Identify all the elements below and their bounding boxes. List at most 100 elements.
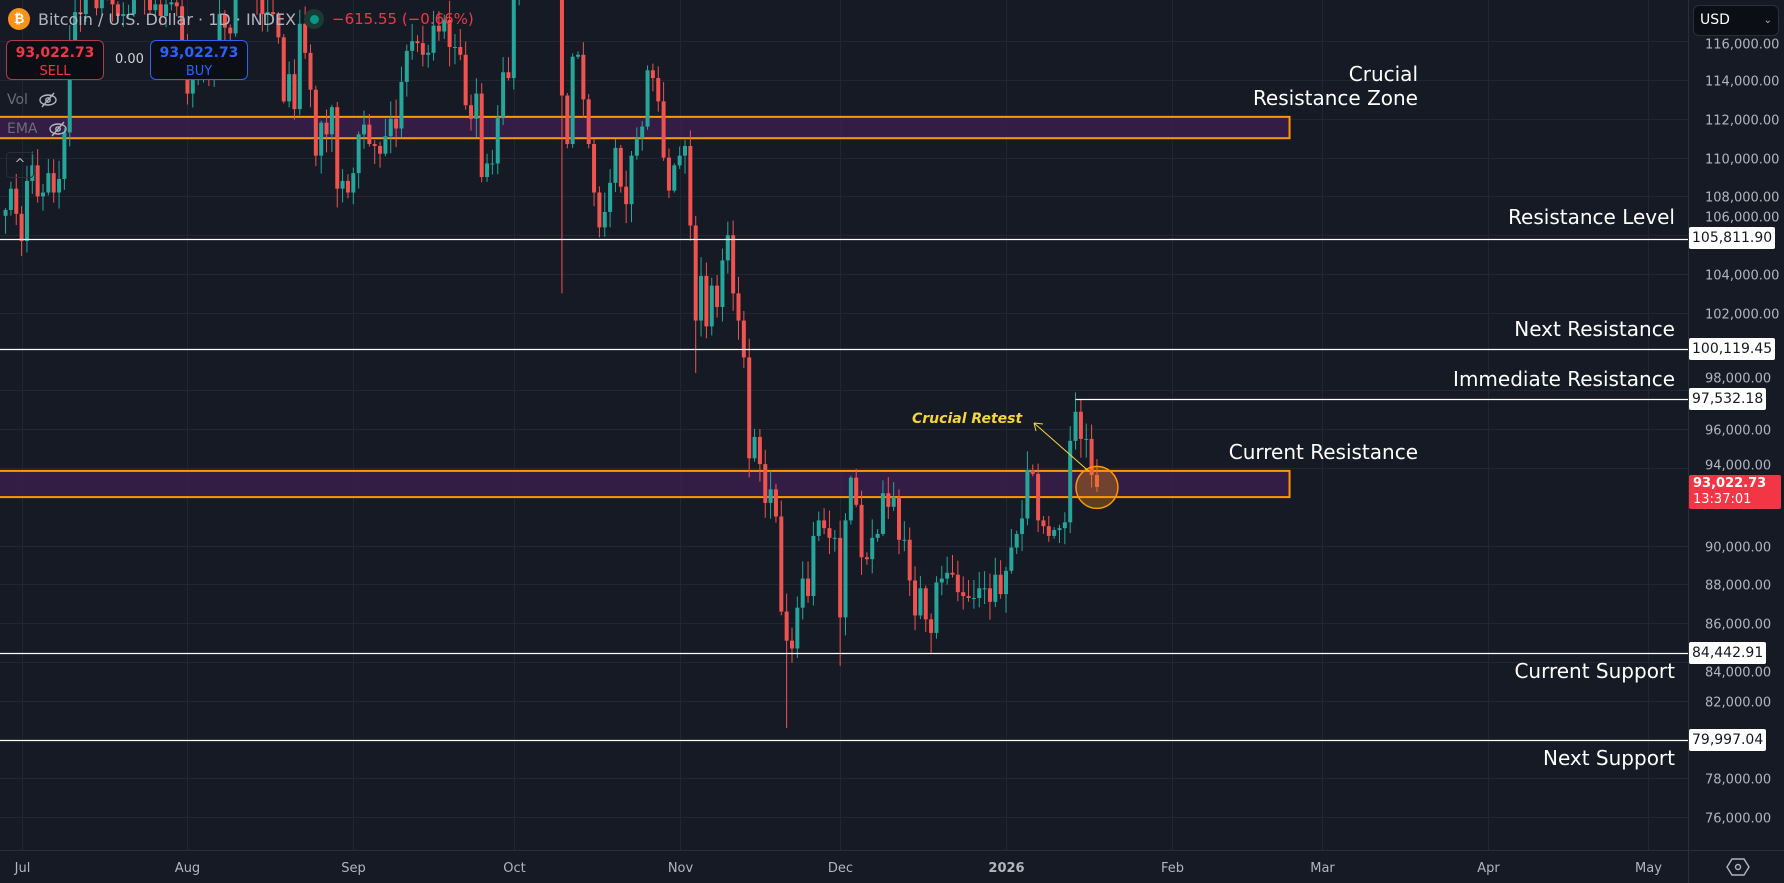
candle-body <box>158 4 163 16</box>
candle-body <box>945 572 950 579</box>
time-axis-ticks: Jul Aug Sep Oct Nov Dec 2026 Feb Mar Apr May <box>14 861 1663 876</box>
candle-body <box>378 145 383 154</box>
candle-body <box>666 157 671 191</box>
candle-body <box>731 235 736 294</box>
candle-body <box>463 54 468 106</box>
price-change: −615.55 (−0.66%) <box>332 10 474 28</box>
buy-price: 93,022.73 <box>159 45 239 61</box>
candle-body <box>816 520 821 536</box>
candle-body <box>715 285 720 307</box>
candle-body <box>683 145 687 156</box>
candle-body <box>806 578 811 597</box>
candle-body <box>324 122 329 135</box>
time-axis[interactable] <box>0 851 1688 883</box>
retest-arrow <box>1033 422 1090 472</box>
collapse-legend-button[interactable]: ^ <box>6 152 34 178</box>
candle-body <box>859 504 864 558</box>
candle-body <box>271 12 276 15</box>
candle-body <box>46 173 51 193</box>
price-label-current-support: 84,442.91 <box>1689 642 1767 664</box>
candle-body <box>51 173 56 193</box>
market-open-dot-icon <box>304 9 325 29</box>
annotation-crucial-zone: Crucial Resistance Zone <box>1253 62 1418 110</box>
candle-body <box>939 578 944 583</box>
eye-off-icon[interactable] <box>48 121 68 137</box>
price-tick-label: 104,000.00 <box>1705 269 1779 284</box>
annotation-current-resistance: Current Resistance <box>1228 440 1418 464</box>
candle-body <box>383 136 388 154</box>
candle-body <box>420 43 425 55</box>
candle-body <box>110 0 115 5</box>
candle-body <box>19 213 24 242</box>
retest-circle <box>1075 465 1119 510</box>
candle-body <box>436 25 441 32</box>
candle-body <box>169 2 174 5</box>
candle-body <box>886 493 891 507</box>
candle-body <box>1014 533 1019 548</box>
candle-body <box>190 76 195 94</box>
settings-icon[interactable] <box>1726 857 1750 877</box>
candle-body <box>217 14 222 61</box>
candle-body <box>843 520 848 618</box>
currency-dropdown[interactable]: USD ⌄ <box>1693 5 1779 36</box>
eye-off-icon[interactable] <box>38 92 58 108</box>
candle-body <box>164 4 169 16</box>
candle-body <box>367 124 372 145</box>
candle-body <box>559 0 564 96</box>
candle-body <box>99 0 104 9</box>
time-tick-label: Dec <box>828 861 853 876</box>
candle-body <box>1041 520 1046 527</box>
price-tick-label: 96,000.00 <box>1705 424 1771 439</box>
candle-body <box>741 320 746 358</box>
buy-button[interactable]: 93,022.73 BUY <box>150 40 248 80</box>
candle-body <box>78 12 83 15</box>
candle-body <box>1062 522 1067 529</box>
indicator-vol[interactable]: Vol <box>7 92 58 108</box>
candle-body <box>854 477 859 505</box>
candle-body <box>811 535 816 597</box>
candle-body <box>752 436 757 459</box>
candle-body <box>800 578 805 608</box>
candle-body <box>495 116 500 164</box>
candle-body <box>458 47 463 55</box>
annotation-next-support: Next Support <box>1542 746 1675 770</box>
price-tick-label: 88,000.00 <box>1705 579 1771 594</box>
candle-body <box>308 52 313 90</box>
candle-body <box>795 607 800 649</box>
candle-body <box>608 182 613 212</box>
annotation-line: Resistance Zone <box>1252 86 1418 110</box>
candle-body <box>902 539 907 541</box>
indicator-ema[interactable]: EMA <box>7 121 68 137</box>
candle-body <box>469 105 473 119</box>
candle-body <box>73 12 78 44</box>
symbol-title[interactable]: Bitcoin / U.S. Dollar · 1D · INDEX <box>38 9 297 29</box>
candle-body <box>576 54 580 57</box>
candle-body <box>971 597 976 599</box>
time-tick-label: Jul <box>14 861 31 876</box>
sell-label: SELL <box>39 64 71 79</box>
candle-body <box>180 6 185 48</box>
bar-countdown: 13:37:01 <box>1693 492 1752 507</box>
annotation-crucial-retest: Crucial Retest <box>912 411 1023 427</box>
price-label-resistance-level: 105,811.90 <box>1689 227 1776 249</box>
sell-button[interactable]: 93,022.73 SELL <box>6 40 104 80</box>
candle-body <box>977 588 982 598</box>
candle-body <box>30 165 35 181</box>
candle-body <box>356 134 361 174</box>
candle-body <box>233 0 238 34</box>
arrow-head-icon <box>1033 422 1044 432</box>
candle-body <box>1030 469 1035 474</box>
candle-body <box>222 14 227 28</box>
price-tick-label: 112,000.00 <box>1705 114 1779 129</box>
symbol-header[interactable]: ₿ Bitcoin / U.S. Dollar · 1D · INDEX −61… <box>8 8 474 30</box>
candle-body <box>148 0 152 11</box>
candle-body <box>276 14 281 38</box>
retest-marker <box>1033 422 1119 510</box>
currency-value: USD <box>1700 12 1730 28</box>
price-tick-label: 84,000.00 <box>1705 666 1771 681</box>
candle-body <box>832 537 837 539</box>
candle-body <box>1057 528 1062 531</box>
candle-body <box>592 144 597 193</box>
candle-body <box>340 180 345 189</box>
